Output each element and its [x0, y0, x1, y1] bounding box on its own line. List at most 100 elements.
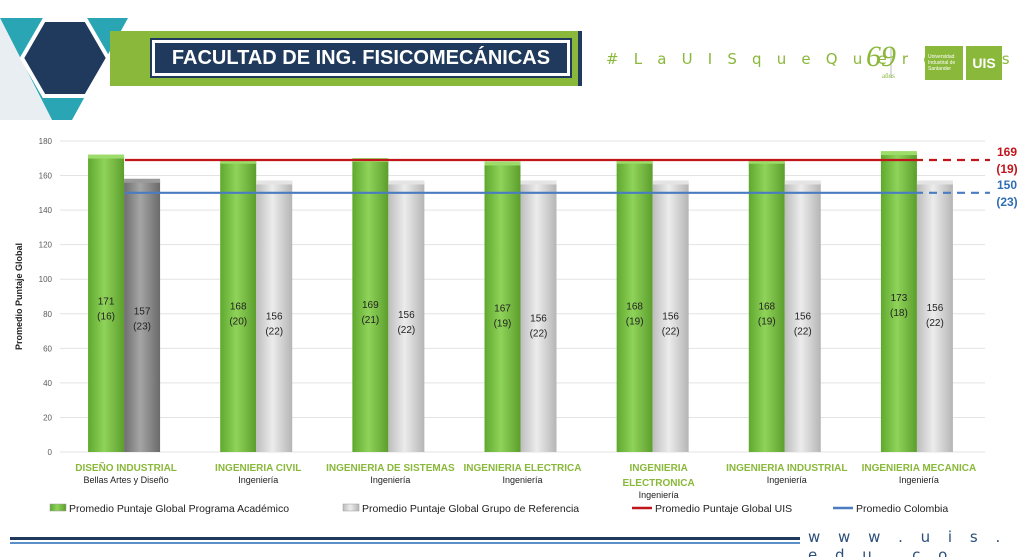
bar-reference [124, 180, 161, 452]
anniversary-sub: años [882, 72, 895, 80]
bar-reference [520, 182, 557, 452]
bar-count-label: (22) [794, 327, 812, 338]
category-school: Ingeniería [767, 475, 807, 485]
bar-value-label: 169 [362, 300, 379, 311]
category-school: Bellas Artes y Diseño [84, 475, 169, 485]
bar-program-cap [748, 159, 785, 164]
university-name-logo: Universidad Industrial de Santander [925, 46, 963, 80]
reference-value-label: 150 [997, 178, 1017, 192]
bar-reference-cap [124, 178, 161, 183]
y-tick-label: 120 [39, 241, 53, 250]
bar-count-label: (18) [890, 308, 908, 319]
bar-program-cap [88, 154, 125, 159]
legend-label: Promedio Puntaje Global UIS [655, 503, 792, 515]
y-tick-label: 100 [39, 275, 53, 284]
bar-reference [652, 182, 689, 452]
y-tick-label: 160 [39, 172, 53, 181]
y-tick-label: 60 [43, 344, 52, 353]
bar-count-label: (19) [626, 317, 644, 328]
y-tick-label: 0 [48, 448, 53, 457]
bar-program [616, 161, 653, 452]
bar-count-label: (21) [361, 315, 379, 326]
bar-program [880, 153, 917, 452]
bar-value-label: 157 [134, 307, 151, 318]
bar-program [220, 161, 257, 452]
anniversary-years: 69 [866, 40, 896, 73]
bar-value-label: 167 [494, 303, 511, 314]
reference-count-label: (19) [996, 162, 1017, 176]
bar-value-label: 156 [398, 310, 415, 321]
bar-value-label: 156 [794, 312, 811, 323]
bar-count-label: (19) [758, 317, 776, 328]
y-tick-label: 180 [39, 137, 53, 146]
bar-value-label: 168 [230, 302, 247, 313]
bar-count-label: (16) [97, 312, 115, 323]
bar-reference [916, 182, 953, 452]
y-tick-label: 80 [43, 310, 52, 319]
legend-label: Promedio Puntaje Global Programa Académi… [69, 503, 289, 515]
bar-reference-cap [520, 180, 557, 185]
bar-reference-cap [388, 180, 425, 185]
bar-reference-cap [652, 180, 689, 185]
bar-count-label: (20) [229, 317, 247, 328]
bar-value-label: 171 [98, 297, 115, 308]
bar-program [748, 161, 785, 452]
bar-count-label: (19) [494, 318, 512, 329]
category-label: INGENIERIA ELECTRICA [464, 463, 582, 474]
category-label: INGENIERIA MECANICA [862, 463, 977, 474]
hexagon-icon [19, 18, 111, 98]
category-label: INGENIERIA INDUSTRIAL [726, 463, 847, 474]
bar-program-cap [220, 159, 257, 164]
y-tick-label: 140 [39, 206, 53, 215]
reference-count-label: (23) [996, 195, 1017, 209]
category-label: ELECTRONICA [623, 478, 695, 489]
reference-value-label: 169 [997, 145, 1017, 159]
category-label: INGENIERIA CIVIL [215, 463, 301, 474]
bar-count-label: (22) [397, 325, 415, 336]
bar-value-label: 173 [891, 293, 908, 304]
bar-program-cap [484, 161, 521, 166]
bar-count-label: (22) [926, 318, 944, 329]
legend-label: Promedio Puntaje Global Grupo de Referen… [362, 503, 579, 515]
category-label: INGENIERIA DE SISTEMAS [326, 463, 455, 474]
bar-count-label: (22) [662, 327, 680, 338]
bar-value-label: 156 [530, 313, 547, 324]
bar-value-label: 156 [266, 312, 283, 323]
category-label: DISEÑO INDUSTRIAL [75, 461, 177, 474]
page-title: FACULTAD DE ING. FISICOMECÁNICAS [150, 38, 572, 78]
category-school: Ingeniería [502, 475, 542, 485]
category-label: INGENIERIA [629, 463, 687, 474]
bar-value-label: 156 [662, 312, 679, 323]
bar-reference-cap [784, 180, 821, 185]
bar-program [484, 163, 521, 452]
bar-value-label: 168 [626, 302, 643, 313]
bar-reference-cap [256, 180, 293, 185]
bar-reference [388, 182, 425, 452]
bar-reference [256, 182, 293, 452]
bar-count-label: (22) [265, 327, 283, 338]
y-tick-label: 20 [43, 413, 52, 422]
category-school: Ingeniería [370, 475, 410, 485]
category-school: Ingeniería [899, 475, 939, 485]
website: w w w . u i s . e d u . c o [808, 528, 1007, 557]
bar-program-cap [616, 159, 653, 164]
bar-reference-cap [916, 180, 953, 185]
legend-label: Promedio Colombia [856, 503, 948, 515]
bar-program [88, 156, 125, 453]
bar-value-label: 156 [927, 303, 944, 314]
bar-program-cap [880, 151, 917, 156]
bar-reference [784, 182, 821, 452]
legend-swatch [49, 503, 67, 512]
hashtag: # L a U I S q u e Q u e r e m o s [606, 50, 1015, 68]
bar-count-label: (22) [530, 328, 548, 339]
uis-logo: UIS [966, 46, 1002, 80]
y-tick-label: 40 [43, 379, 52, 388]
bar-value-label: 168 [758, 302, 775, 313]
bar-count-label: (23) [133, 322, 151, 333]
category-school: Ingeniería [639, 490, 679, 500]
y-axis-title: Promedio Puntaje Global [14, 243, 24, 350]
anniversary-logo: 69 años [866, 40, 896, 80]
legend-swatch [342, 503, 360, 512]
